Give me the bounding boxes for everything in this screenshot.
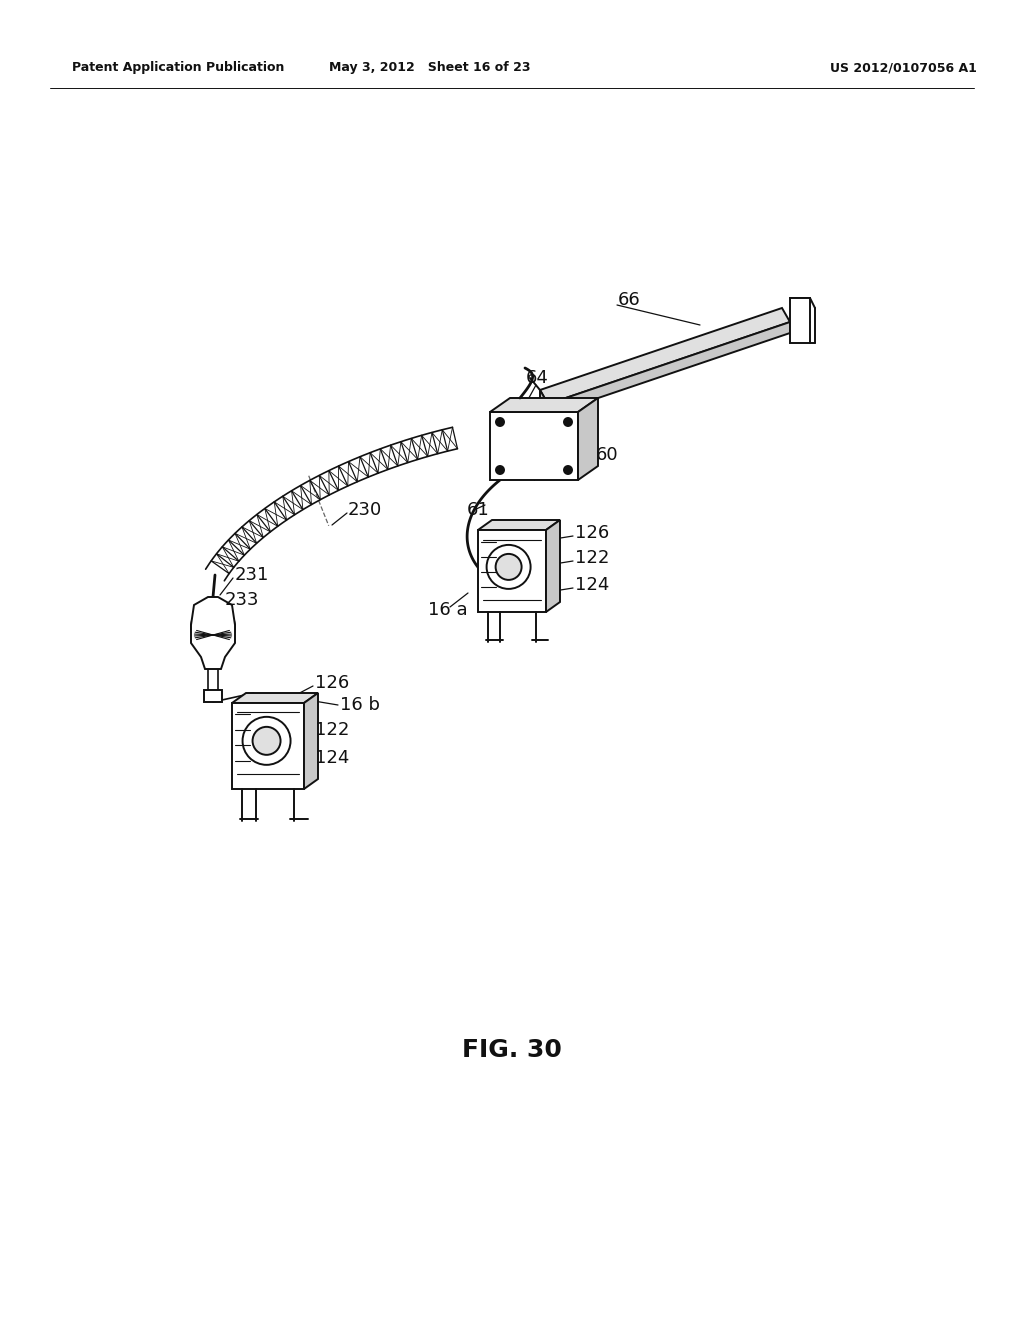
Text: US 2012/0107056 A1: US 2012/0107056 A1 [830,62,977,74]
Polygon shape [490,412,578,480]
Circle shape [564,418,572,426]
Polygon shape [232,704,304,789]
Polygon shape [490,399,598,412]
Polygon shape [546,520,560,612]
Circle shape [564,466,572,474]
Polygon shape [478,531,546,612]
Circle shape [243,717,291,764]
Polygon shape [304,693,318,789]
Text: 126: 126 [575,524,609,543]
Text: 66: 66 [618,290,641,309]
Circle shape [496,554,521,579]
Text: Patent Application Publication: Patent Application Publication [72,62,285,74]
Text: 231: 231 [234,566,269,583]
Circle shape [496,466,504,474]
Text: 124: 124 [315,748,349,767]
Text: May 3, 2012   Sheet 16 of 23: May 3, 2012 Sheet 16 of 23 [330,62,530,74]
Polygon shape [478,520,560,531]
Text: 16 a: 16 a [428,601,468,619]
Text: 124: 124 [575,576,609,594]
Circle shape [191,605,234,649]
Circle shape [496,418,504,426]
Text: 233: 233 [225,591,259,609]
Text: 122: 122 [575,549,609,568]
Text: 60: 60 [596,446,618,465]
Polygon shape [204,690,222,702]
Text: FIG. 30: FIG. 30 [462,1038,562,1063]
Polygon shape [232,693,318,704]
Text: 126: 126 [315,675,349,692]
Polygon shape [790,298,810,343]
Text: 64: 64 [526,370,549,387]
Circle shape [486,545,530,589]
Polygon shape [540,308,790,404]
Circle shape [253,727,281,755]
Polygon shape [191,597,234,669]
Text: 230: 230 [348,502,382,519]
Text: 16 b: 16 b [340,696,380,714]
Polygon shape [578,399,598,480]
Text: 61: 61 [467,502,489,519]
Polygon shape [548,322,790,414]
Polygon shape [540,389,548,414]
Text: 122: 122 [315,721,349,739]
